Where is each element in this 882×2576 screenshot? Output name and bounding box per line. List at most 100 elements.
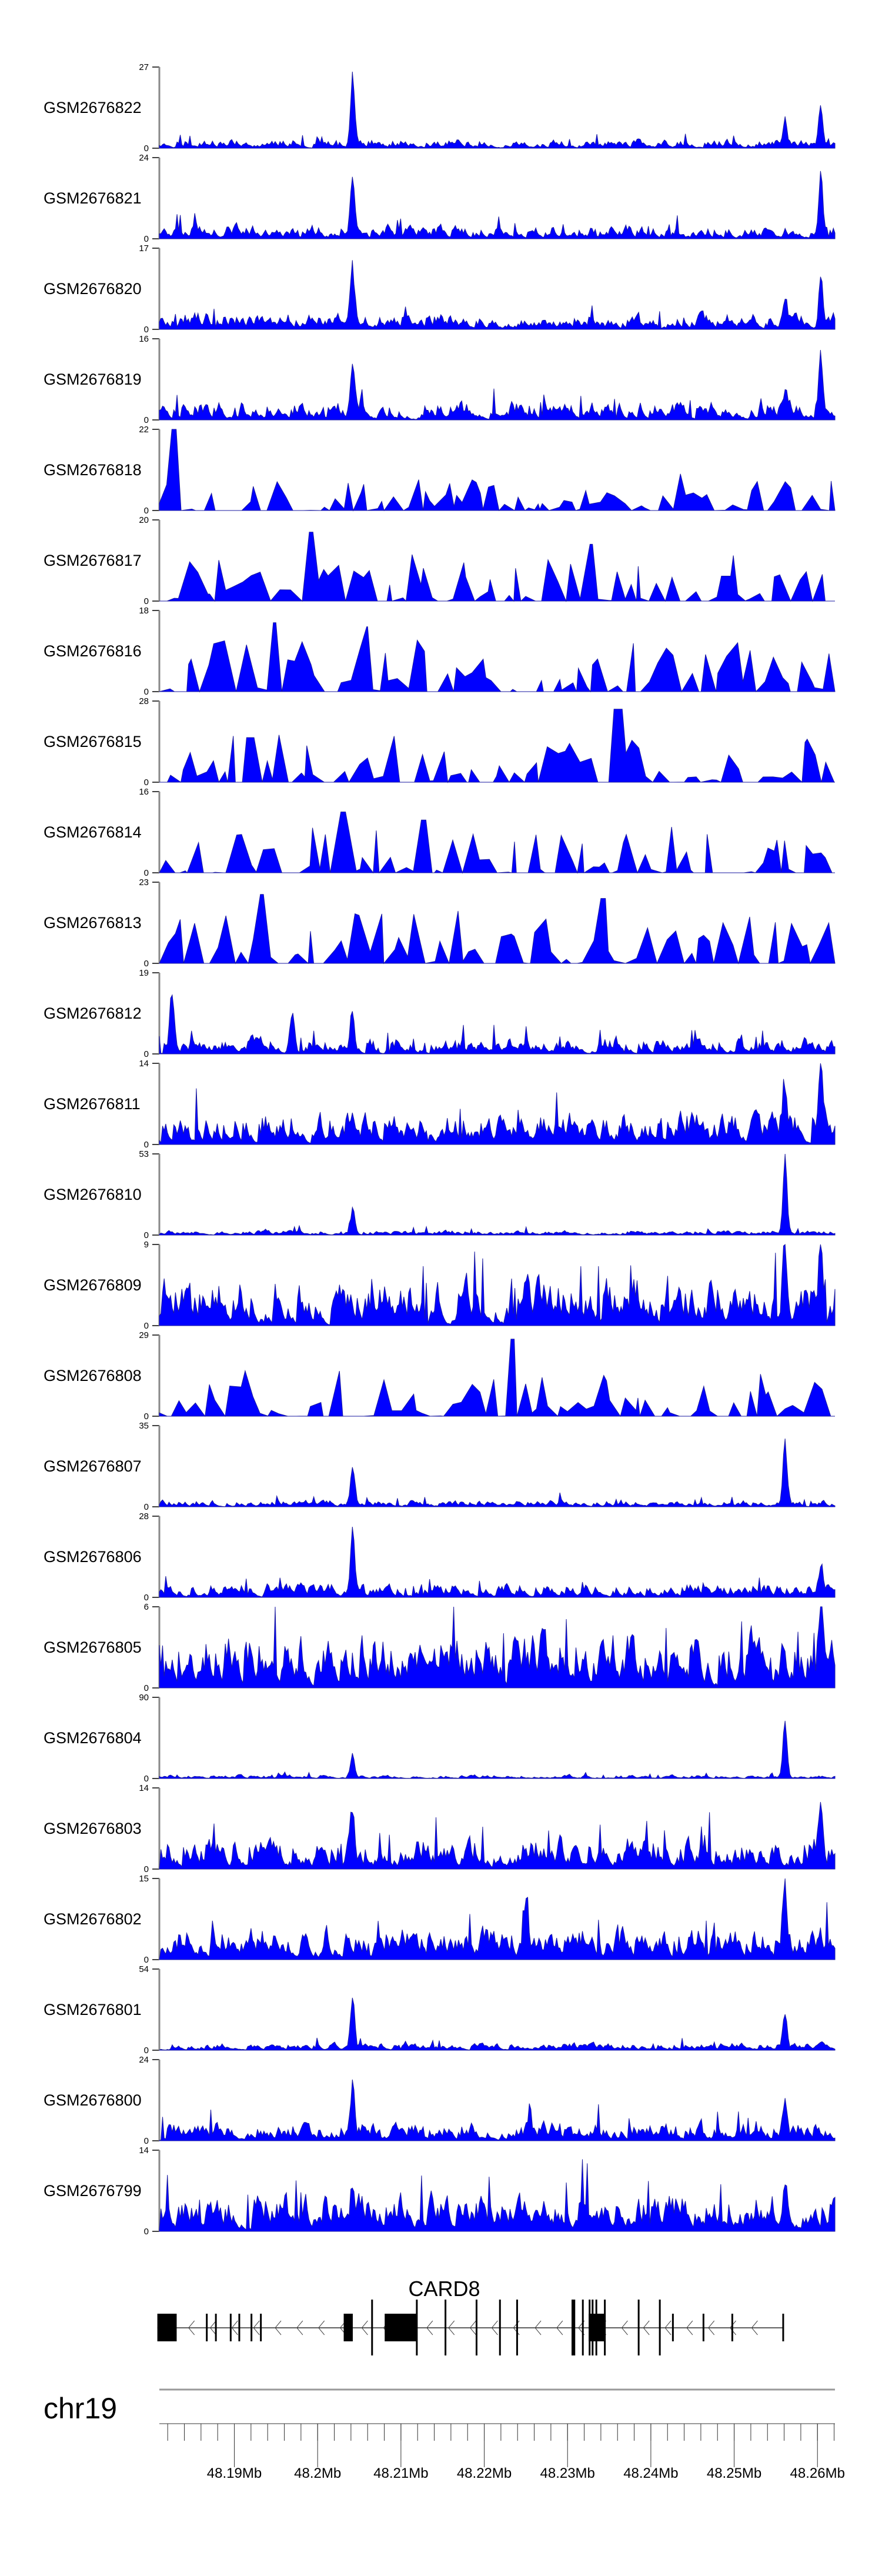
signal-area [159,1153,836,1236]
exon [604,2300,606,2355]
track-label: GSM2676812 [44,1005,142,1022]
signal-area [159,429,836,512]
y-max-label: 23 [139,877,149,887]
signal-area [159,2079,836,2141]
x-tick-label: 48.21Mb [373,2465,428,2481]
y-min-label: 0 [144,1321,149,1331]
signal-area [159,1997,836,2051]
track-label: GSM2676815 [44,733,142,750]
signal-area [159,1439,836,1507]
track-GSM2676814 [152,791,835,874]
y-max-label: 15 [139,1874,149,1884]
y-max-label: 54 [139,1964,149,1974]
track-label: GSM2676816 [44,642,142,660]
track-label: GSM2676799 [44,2182,142,2200]
exon [475,2300,477,2355]
x-tick-label: 48.23Mb [540,2465,595,2481]
signal-area [159,2159,836,2232]
y-min-label: 0 [144,687,149,697]
track-label: GSM2676803 [44,1820,142,1837]
y-min-label: 0 [144,1774,149,1784]
y-max-label: 24 [139,153,149,163]
signal-area [159,1606,836,1689]
strand-arrow-icon [686,2320,693,2335]
track-label: GSM2676808 [44,1367,142,1384]
signal-area [159,350,836,421]
exon [572,2300,576,2355]
track-label: GSM2676810 [44,1186,142,1203]
y-max-label: 28 [139,1511,149,1521]
track-GSM2676816 [152,610,836,693]
exon [229,2314,232,2341]
strand-arrow-icon [275,2320,282,2335]
track-label: GSM2676819 [44,371,142,388]
y-min-label: 0 [144,2136,149,2146]
signal-area [159,1801,836,1870]
y-min-label: 0 [144,959,149,969]
track-GSM2676808 [152,1334,835,1417]
x-tick-label: 48.26Mb [790,2465,845,2481]
track-GSM2676822 [152,66,836,149]
x-tick-label: 48.24Mb [623,2465,678,2481]
y-min-label: 0 [144,868,149,878]
track-label: GSM2676807 [44,1457,142,1475]
y-max-label: 6 [144,1602,149,1612]
track-label: GSM2676806 [44,1548,142,1566]
y-max-label: 19 [139,968,149,978]
y-max-label: 9 [144,1240,149,1250]
strand-arrow-icon [188,2320,195,2335]
y-max-label: 22 [139,425,149,435]
track-label: GSM2676800 [44,2091,142,2109]
signal-area [159,994,836,1055]
strand-arrow-icon [231,2320,238,2335]
strand-arrow-icon [664,2320,671,2335]
track-GSM2676813 [152,882,836,965]
track-GSM2676801 [152,1968,836,2051]
track-GSM2676802 [152,1878,836,1960]
exon [260,2314,262,2341]
track-GSM2676807 [152,1425,836,1507]
exon [589,2300,591,2355]
y-min-label: 0 [144,1864,149,1874]
strand-arrow-icon [209,2320,216,2335]
x-tick-label: 48.22Mb [457,2465,512,2481]
signal-area [159,260,836,330]
signal-area [159,1526,836,1598]
track-GSM2676805 [152,1606,836,1689]
track-label: GSM2676817 [44,552,142,569]
y-max-label: 20 [139,515,149,525]
y-min-label: 0 [144,144,149,154]
exon [582,2300,584,2355]
track-label: GSM2676805 [44,1639,142,1656]
y-max-label: 53 [139,1149,149,1159]
y-min-label: 0 [144,1683,149,1693]
exon [206,2314,208,2341]
track-label: GSM2676802 [44,1910,142,1928]
track-GSM2676803 [152,1787,836,1870]
y-max-label: 27 [139,62,149,72]
y-min-label: 0 [144,1955,149,1965]
exon [516,2300,518,2355]
track-label: GSM2676813 [44,914,142,932]
y-min-label: 0 [144,506,149,516]
track-GSM2676817 [152,519,835,602]
track-label: GSM2676804 [44,1729,142,1747]
strand-arrow-icon [751,2320,758,2335]
y-max-label: 17 [139,243,149,253]
y-max-label: 16 [139,334,149,344]
strand-arrow-icon [621,2320,628,2335]
exon [445,2300,447,2355]
y-max-label: 24 [139,2055,149,2065]
track-GSM2676806 [152,1516,836,1598]
track-GSM2676810 [152,1153,836,1236]
signal-area [159,1878,836,1960]
track-GSM2676811 [152,1063,836,1145]
exon [659,2300,661,2355]
strand-arrow-icon [361,2320,368,2335]
exon [371,2300,373,2355]
y-min-label: 0 [144,2227,149,2237]
signal-area [159,709,835,783]
track-GSM2676818 [152,429,836,512]
signal-area [159,622,836,693]
